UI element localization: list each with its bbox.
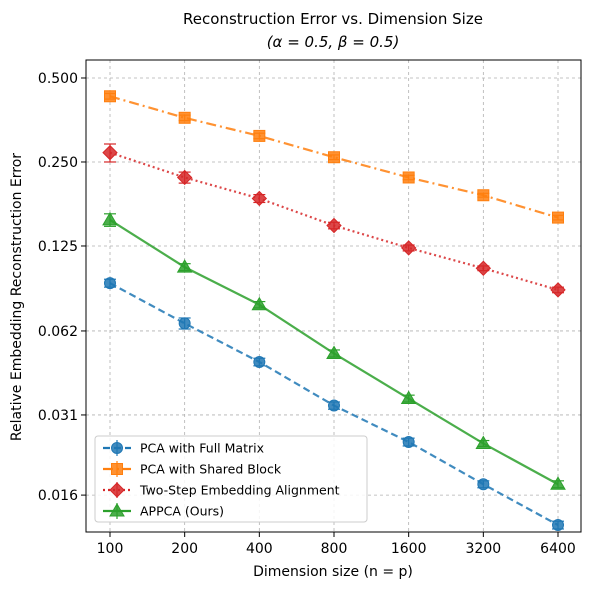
y-tick-label: 0.125 xyxy=(38,239,78,255)
series-triangle xyxy=(102,211,566,490)
legend-label: APPCA (Ours) xyxy=(140,504,224,519)
chart-subtitle: (α = 0.5, β = 0.5) xyxy=(267,33,400,51)
marker-square xyxy=(253,129,266,142)
x-tick-label: 400 xyxy=(246,541,273,557)
marker-triangle xyxy=(176,259,193,273)
marker-diamond xyxy=(475,260,492,276)
marker-triangle xyxy=(475,435,492,449)
marker-square xyxy=(111,463,123,475)
legend-label: PCA with Full Matrix xyxy=(140,441,264,456)
marker-triangle xyxy=(326,345,342,359)
marker-circle xyxy=(552,519,564,532)
marker-triangle xyxy=(550,476,566,490)
marker-diamond xyxy=(176,169,193,186)
x-tick-label: 800 xyxy=(321,541,348,557)
x-tick-label: 200 xyxy=(171,541,198,557)
marker-circle xyxy=(104,277,116,290)
marker-triangle xyxy=(251,296,268,311)
marker-circle xyxy=(253,355,266,368)
marker-triangle xyxy=(102,211,118,226)
marker-square xyxy=(178,111,191,124)
y-tick-label: 0.062 xyxy=(38,324,78,340)
marker-square xyxy=(402,171,415,184)
series-layer xyxy=(102,90,566,532)
y-tick-label: 0.250 xyxy=(38,155,78,171)
marker-diamond xyxy=(550,282,566,298)
marker-circle xyxy=(402,435,415,448)
y-axis: 0.016 0.031 0.062 0.125 0.250 0.500 xyxy=(38,71,86,504)
marker-circle xyxy=(328,399,340,412)
x-tick-label: 3200 xyxy=(466,541,502,557)
x-tick-label: 1600 xyxy=(391,541,427,557)
marker-square xyxy=(104,90,116,103)
x-axis-label: Dimension size (n = p) xyxy=(253,564,413,580)
y-tick-label: 0.016 xyxy=(38,488,78,504)
marker-diamond xyxy=(251,190,268,207)
x-axis: 100 200 400 800 1600 3200 6400 xyxy=(97,532,576,557)
marker-triangle xyxy=(400,390,417,405)
x-tick-label: 100 xyxy=(97,541,124,557)
marker-diamond xyxy=(400,240,417,256)
marker-diamond xyxy=(326,217,342,234)
marker-triangle xyxy=(109,503,125,517)
x-tick-label: 6400 xyxy=(540,541,576,557)
marker-circle xyxy=(111,442,123,454)
marker-square xyxy=(477,189,490,202)
series-square xyxy=(104,90,564,224)
legend-box xyxy=(94,435,368,523)
marker-circle xyxy=(477,478,490,491)
series-diamond xyxy=(102,143,566,298)
marker-square xyxy=(328,151,340,164)
y-tick-label: 0.500 xyxy=(38,71,78,87)
marker-diamond xyxy=(102,144,118,161)
chart-title: Reconstruction Error vs. Dimension Size xyxy=(183,10,483,28)
marker-square xyxy=(552,211,564,224)
legend-label: PCA with Shared Block xyxy=(140,462,282,477)
legend: PCA with Full Matrix PCA with Shared Bloc… xyxy=(94,435,368,523)
legend-label: Two-Step Embedding Alignment xyxy=(139,483,340,498)
marker-circle xyxy=(178,317,191,330)
marker-diamond xyxy=(109,482,125,498)
y-tick-label: 0.031 xyxy=(38,408,78,424)
y-axis-label: Relative Embedding Reconstruction Error xyxy=(9,153,25,441)
series-circle xyxy=(104,277,564,532)
